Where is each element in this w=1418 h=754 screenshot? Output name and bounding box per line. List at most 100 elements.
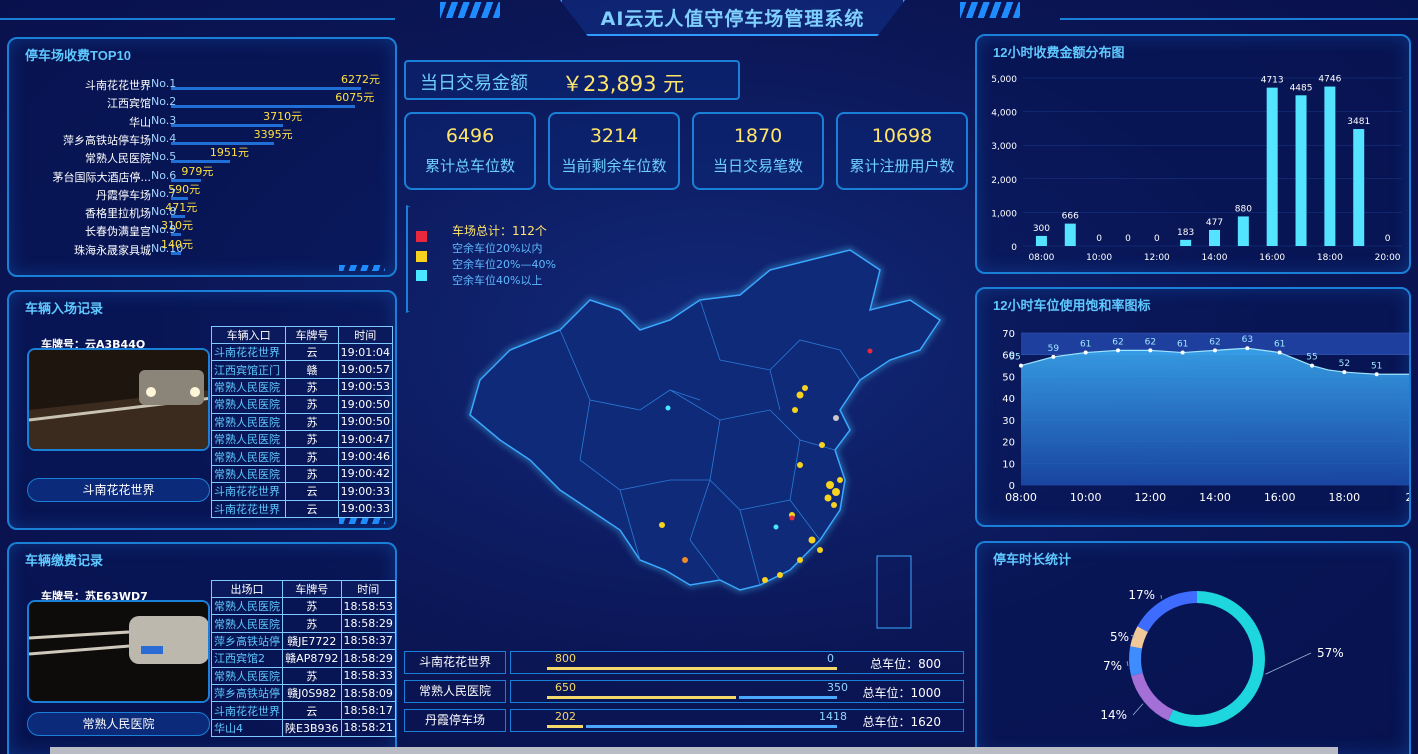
table-row[interactable]: 常熟人民医院苏 19:00:42 — [210, 464, 394, 484]
header-line-left — [0, 18, 395, 20]
table-cell: 苏 — [285, 377, 339, 397]
entry-title: 车辆入场记录 — [25, 301, 104, 316]
top10-bar — [171, 215, 186, 219]
table-row[interactable]: 常熟人民医院苏 18:58:33 — [211, 666, 396, 685]
x-tick-label: 08:00 — [1005, 491, 1037, 504]
bar-label: 183 — [1177, 228, 1194, 238]
legend-swatch-cyan — [416, 270, 427, 281]
entry-panel: 车辆入场记录 车牌号：云A3B44Q 斗南花花世界 车辆入口 车牌号 时间 斗南… — [7, 290, 397, 530]
x-tick-label: 08:00 — [1028, 253, 1054, 263]
data-point — [1051, 354, 1056, 359]
data-label: 62 — [1209, 337, 1220, 347]
parking-used: 800 — [555, 652, 576, 665]
parking-name[interactable]: 常熟人民医院 — [404, 680, 506, 703]
top10-rank: No.4 — [151, 131, 177, 145]
data-label: 63 — [1242, 335, 1253, 345]
china-map[interactable] — [440, 240, 960, 640]
table-row[interactable]: 斗南花花世界云 19:00:33 — [210, 482, 394, 501]
legend-swatch-red — [416, 231, 427, 242]
x-tick-label: 20:00 — [1375, 253, 1401, 263]
data-label: 62 — [1145, 337, 1156, 347]
top10-value: 979元 — [181, 164, 214, 178]
table-row[interactable]: 萍乡高铁站停 赣J0S982 18:58:09 — [211, 683, 396, 703]
table-row[interactable]: 江西宾馆2 赣AP8792 18:58:29 — [211, 649, 396, 668]
entry-camera-image[interactable] — [27, 348, 210, 451]
parking-used-bar — [547, 667, 837, 670]
entry-plate: 车牌号：云A3B44Q — [41, 338, 146, 351]
horizontal-scrollbar[interactable] — [50, 747, 1338, 754]
parking-free: 350 — [827, 681, 848, 694]
x-tick-label: 14:00 — [1199, 491, 1231, 504]
data-label: 62 — [1112, 337, 1123, 347]
parking-name[interactable]: 丹霞停车场 — [404, 709, 506, 732]
map-outline — [469, 249, 942, 591]
table-row[interactable]: 常熟人民医院苏 19:00:46 — [210, 447, 394, 466]
table-cell: 华山4 — [211, 718, 283, 738]
y-tick-label: 30 — [1002, 416, 1015, 427]
payment-camera-image[interactable] — [27, 600, 210, 703]
payment-camera-name[interactable]: 常熟人民医院 — [27, 712, 210, 736]
bar-label: 477 — [1206, 218, 1223, 228]
bar-label: 3481 — [1347, 117, 1370, 127]
table-row[interactable]: 斗南花花世界云 19:00:33 — [210, 499, 394, 518]
table-row[interactable]: 江西宾馆正门赣 19:00:57 — [210, 360, 394, 379]
top10-row: 茅台国际大酒店停... No.6 979元 — [9, 165, 399, 186]
table-cell: 云 — [285, 482, 339, 501]
table-row[interactable]: 常熟人民医院苏 19:00:53 — [210, 377, 394, 397]
bar-label: 0 — [1096, 234, 1102, 244]
table-cell: 斗南花花世界 — [210, 499, 287, 518]
entry-col-gate: 车辆入口 — [210, 326, 287, 344]
bar — [1324, 86, 1336, 247]
top10-value: 6075元 — [335, 91, 375, 105]
table-cell: 赣J0S982 — [282, 683, 342, 703]
entry-car-icon — [29, 350, 208, 449]
panel-stripe — [339, 518, 385, 524]
parking-free-bar — [586, 725, 837, 728]
table-row[interactable]: 常熟人民医院苏 19:00:50 — [210, 412, 394, 431]
table-cell: 19:00:33 — [337, 482, 394, 501]
bar — [1266, 87, 1278, 246]
parking-name[interactable]: 斗南花花世界 — [404, 651, 506, 674]
top10-name: 香格里拉机场 — [85, 207, 151, 221]
table-row[interactable]: 斗南花花世界云 19:01:04 — [210, 342, 394, 362]
top10-panel: 停车场收费TOP10 斗南花花世界 No.1 6272元 江西宾馆 No.2 6075元华… — [7, 37, 397, 277]
table-row[interactable]: 常熟人民医院苏 18:58:29 — [211, 614, 396, 633]
table-row[interactable]: 常熟人民医院苏 19:00:50 — [210, 395, 394, 414]
x-tick-label: 16:00 — [1259, 253, 1285, 263]
data-point — [1310, 363, 1314, 368]
entry-table: 车辆入口 车牌号 时间 斗南花花世界云 19:01:04 江西宾馆正门赣 19:00:… — [210, 326, 394, 518]
bar — [1353, 129, 1365, 246]
top10-rank: No.1 — [151, 77, 177, 90]
y-tick-label: 0 — [1011, 243, 1017, 253]
top10-bar — [171, 105, 356, 109]
bar-label: 880 — [1235, 204, 1252, 214]
table-row[interactable]: 斗南花花世界云 18:58:17 — [211, 701, 396, 720]
table-cell: 苏 — [282, 614, 342, 633]
table-row[interactable]: 萍乡高铁站停 赣JE7722 18:58:37 — [211, 631, 396, 651]
top10-rank: No.10 — [151, 241, 184, 255]
y-tick-label: 70 — [1002, 329, 1015, 340]
slice-leader — [1126, 661, 1129, 667]
entry-camera-name[interactable]: 斗南花花世界 — [27, 478, 210, 502]
y-tick-label: 0 — [1009, 481, 1015, 492]
stat-label: 累计总车位数 — [424, 157, 515, 175]
table-row[interactable]: 常熟人民医院苏 18:58:53 — [211, 596, 396, 616]
txn-box: 当日交易金额 ￥23,893 元 — [404, 60, 740, 100]
table-cell: 18:58:29 — [340, 649, 396, 668]
bar — [1209, 229, 1220, 246]
x-tick-label: 14:00 — [1202, 253, 1228, 263]
data-point — [1083, 350, 1088, 355]
table-cell: 19:00:57 — [337, 360, 394, 379]
y-tick-label: 40 — [1002, 394, 1015, 405]
table-cell: 江西宾馆正门 — [210, 360, 287, 379]
legend-total: 车场总计：112个 — [452, 224, 547, 238]
table-row[interactable]: 常熟人民医院苏 19:00:47 — [210, 429, 394, 449]
table-row[interactable]: 华山4 陕E3B936 18:58:21 — [211, 718, 396, 738]
x-tick-label: 10:00 — [1086, 253, 1112, 263]
donut-slice — [1129, 646, 1143, 676]
y-tick-label: 50 — [1002, 372, 1015, 383]
data-point — [1277, 350, 1282, 355]
stat-card-users: 10698 累计注册用户数 — [836, 112, 968, 190]
stat-label: 累计注册用户数 — [849, 157, 955, 175]
parking-free-bar — [738, 696, 837, 699]
